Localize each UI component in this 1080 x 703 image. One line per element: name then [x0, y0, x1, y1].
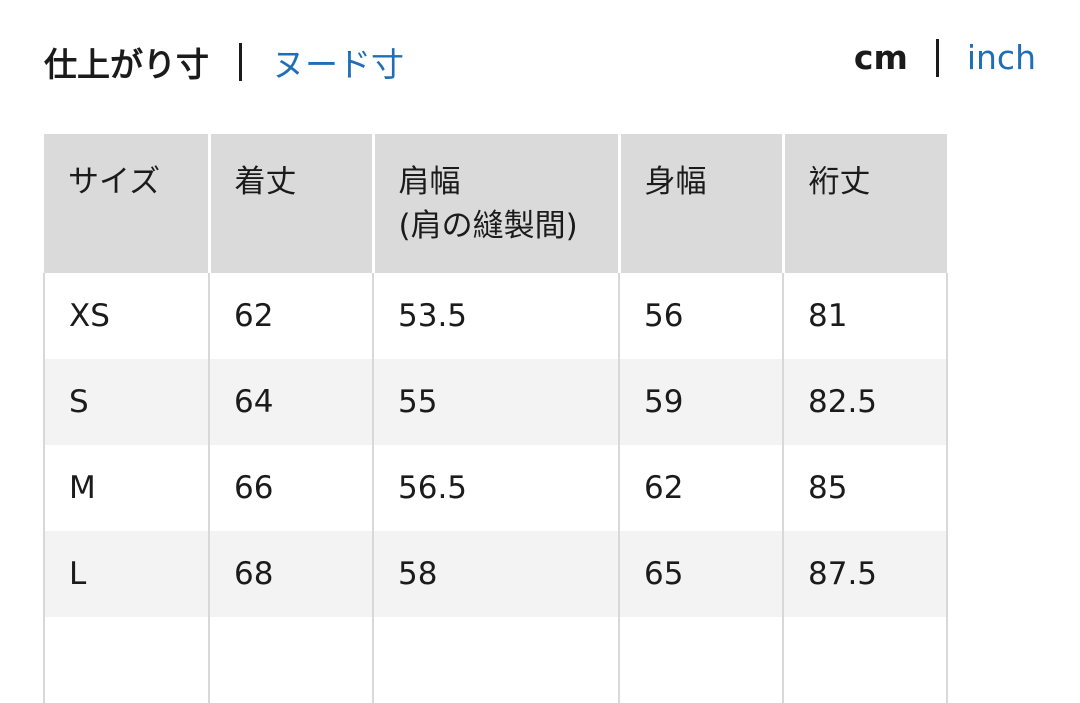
- header-length: 着丈: [207, 134, 373, 273]
- table-row: [43, 617, 948, 703]
- cell-size: XS: [43, 273, 210, 359]
- size-table: サイズ 着丈 肩幅 (肩の縫製間) 身幅 裄丈 XS 62 53.5 56 81 S 64 55…: [43, 134, 948, 703]
- cell-length: 68: [208, 531, 374, 617]
- cell-sleeve: 82.5: [782, 359, 948, 445]
- divider: [935, 38, 939, 77]
- cell-size: L: [43, 531, 210, 617]
- cell-sleeve: 85: [782, 445, 948, 531]
- cell-chest: 59: [618, 359, 784, 445]
- cell-length: 64: [208, 359, 374, 445]
- cell-sleeve: [782, 617, 948, 703]
- measurement-tabs: 仕上がり寸 ヌード寸: [44, 38, 404, 86]
- cell-chest: [618, 617, 784, 703]
- cell-size: M: [43, 445, 210, 531]
- header-shoulder-line2: (肩の縫製間): [398, 208, 578, 244]
- cell-shoulder: 53.5: [372, 273, 620, 359]
- cell-chest: 62: [618, 445, 784, 531]
- cell-size: S: [43, 359, 210, 445]
- cell-length: 66: [208, 445, 374, 531]
- header-sleeve: 裄丈: [781, 134, 947, 273]
- cell-length: [208, 617, 374, 703]
- header-shoulder-line1: 肩幅: [398, 164, 461, 200]
- cell-length: 62: [208, 273, 374, 359]
- cell-shoulder: 56.5: [372, 445, 620, 531]
- cell-sleeve: 81: [782, 273, 948, 359]
- cell-shoulder: [372, 617, 620, 703]
- cell-size: [43, 617, 210, 703]
- cell-chest: 56: [618, 273, 784, 359]
- divider: [239, 43, 242, 81]
- unit-inch[interactable]: inch: [966, 38, 1036, 77]
- header-shoulder: 肩幅 (肩の縫製間): [371, 134, 619, 273]
- unit-toggle: cm inch: [854, 38, 1036, 77]
- table-row: M 66 56.5 62 85: [43, 445, 948, 531]
- table-row: S 64 55 59 82.5: [43, 359, 948, 445]
- header-size: サイズ: [44, 134, 209, 273]
- cell-chest: 65: [618, 531, 784, 617]
- header-row: サイズ 着丈 肩幅 (肩の縫製間) 身幅 裄丈: [44, 134, 947, 273]
- cell-shoulder: 55: [372, 359, 620, 445]
- header-chest: 身幅: [617, 134, 783, 273]
- tab-body-size[interactable]: ヌード寸: [272, 45, 404, 84]
- unit-cm[interactable]: cm: [853, 38, 908, 77]
- table-row: L 68 58 65 87.5: [43, 531, 948, 617]
- cell-shoulder: 58: [372, 531, 620, 617]
- top-bar: 仕上がり寸 ヌード寸 cm inch: [44, 38, 1036, 90]
- tab-finished-size[interactable]: 仕上がり寸: [44, 45, 209, 84]
- table-row: XS 62 53.5 56 81: [43, 273, 948, 359]
- cell-sleeve: 87.5: [782, 531, 948, 617]
